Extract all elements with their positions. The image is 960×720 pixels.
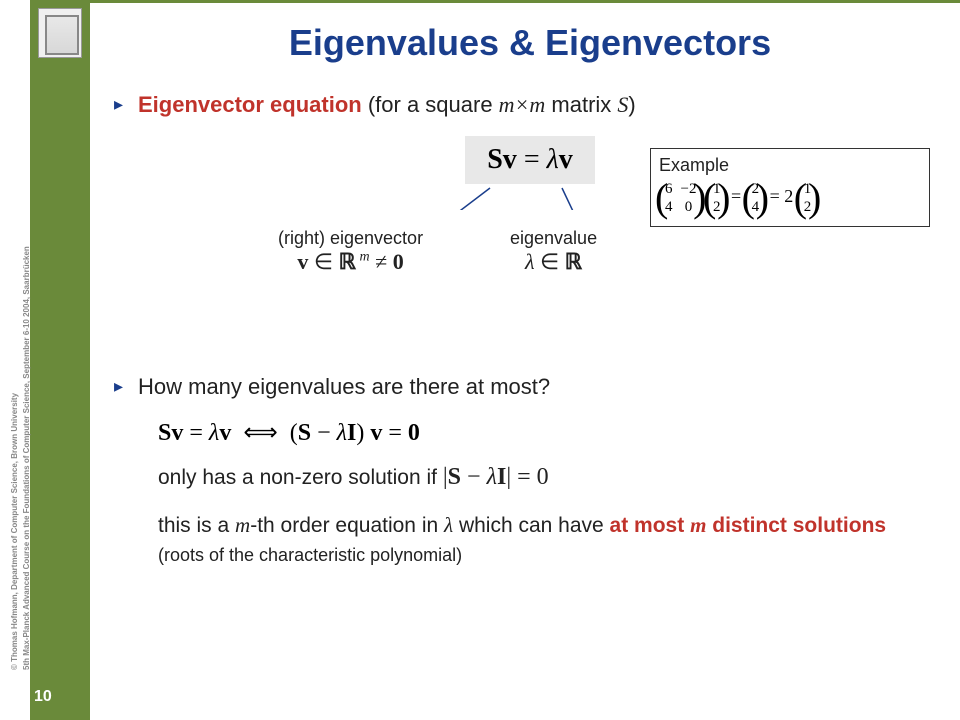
slide-title: Eigenvalues & Eigenvectors: [110, 22, 950, 64]
nonzero-solution-text: only has a non-zero solution if |S − λI|…: [158, 461, 920, 495]
example-equation: 6−2 40 1 2 = 2 4 = 2 1 2: [659, 180, 921, 216]
bullet1-accent: Eigenvector equation: [138, 92, 362, 117]
label-eigenvector-math: v ∈ ℝ m ≠ 0: [278, 249, 423, 275]
label-eigenvalue-title: eigenvalue: [510, 228, 597, 249]
label-eigenvector-title: (right) eigenvector: [278, 228, 423, 249]
bullet-how-many: How many eigenvalues are there at most?: [110, 374, 950, 400]
credit-line-1: © Thomas Hofmann, Department of Computer…: [10, 393, 19, 670]
example-box: Example 6−2 40 1 2 = 2 4 = 2 1 2: [650, 148, 930, 227]
example-title: Example: [659, 155, 921, 176]
bullet1-mxm: m×m: [499, 92, 546, 117]
credit-line-2: 5th Max-Planck Advanced Course on the Fo…: [22, 246, 31, 670]
page-number: 10: [34, 688, 52, 706]
bullet1-text-b: matrix: [545, 92, 617, 117]
sub1-a: only has a non-zero solution if: [158, 466, 443, 489]
main-equation: Sv = λv: [465, 136, 595, 184]
label-eigenvalue: eigenvalue λ ∈ ℝ: [510, 228, 597, 275]
label-eigenvector: (right) eigenvector v ∈ ℝ m ≠ 0: [278, 228, 423, 275]
bullet1-S: S: [617, 92, 628, 117]
bullet1-text-a: (for a square: [362, 92, 499, 117]
label-eigenvalue-math: λ ∈ ℝ: [510, 249, 597, 275]
bullet1-text-c: ): [628, 92, 635, 117]
bullet-eigenvector-equation: Eigenvector equation (for a square m×m m…: [110, 92, 950, 118]
sidebar-credits: © Thomas Hofmann, Department of Computer…: [0, 0, 28, 720]
derivation-equation: Sv = λv ⟺ (S − λI) v = 0: [158, 418, 950, 447]
slide-content: Eigenvalues & Eigenvectors Eigenvector e…: [110, 0, 950, 720]
at-most-accent: at most m distinct solutions: [610, 514, 887, 537]
determinant-eq: |S − λI| = 0: [443, 464, 549, 490]
sidebar-strip: [30, 0, 90, 720]
characteristic-poly-text: this is a m-th order equation in λ which…: [158, 511, 920, 570]
institution-logo: [38, 8, 82, 58]
